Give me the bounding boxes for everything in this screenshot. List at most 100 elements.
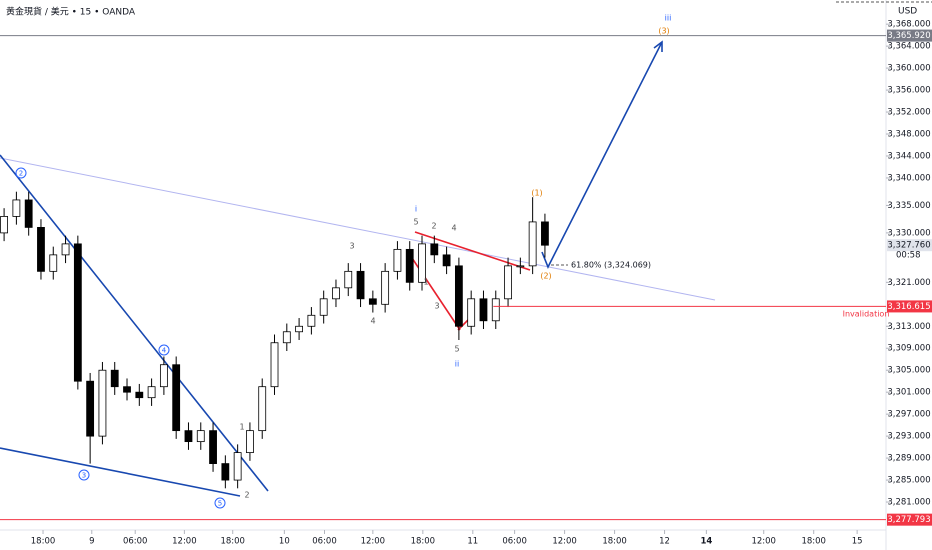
candle-body xyxy=(110,369,119,388)
candle-body xyxy=(24,199,33,228)
candle-body xyxy=(12,199,21,217)
wave-label: 4 xyxy=(451,224,456,233)
y-tick-label: 3,281.000 xyxy=(887,498,930,508)
currency: USD xyxy=(898,7,917,17)
candle-body xyxy=(123,386,131,393)
candle-body xyxy=(479,298,488,322)
x-tick-label: 12:00 xyxy=(172,537,197,547)
wave-circle xyxy=(78,469,90,481)
wave-label: 3 xyxy=(82,472,86,480)
x-tick-label: 06:00 xyxy=(312,537,337,547)
y-tick-label: 3,289.000 xyxy=(887,454,930,464)
y-tick-label: 3,352.000 xyxy=(887,108,930,118)
candle-body xyxy=(196,430,205,443)
y-tick-label: 3,285.000 xyxy=(887,476,930,486)
wave-label: 2 xyxy=(431,222,436,231)
wave-label: 3 xyxy=(349,242,354,251)
y-tick-label: 3,368.000 xyxy=(887,20,930,30)
candle-body xyxy=(381,270,390,305)
candle-body xyxy=(135,391,144,399)
candle-body xyxy=(246,430,254,454)
wave-label: 1 xyxy=(239,423,244,432)
trendline xyxy=(0,447,241,497)
x-tick-label: 06:00 xyxy=(123,537,148,547)
candle-body xyxy=(184,430,193,443)
candle-body xyxy=(356,270,365,300)
candle-body xyxy=(332,287,340,300)
x-tick-label: 12 xyxy=(659,537,670,547)
wave-label: (3) xyxy=(658,27,669,36)
y-tick-label: 3,321.000 xyxy=(887,278,930,288)
candle-body xyxy=(61,243,70,256)
candle-body xyxy=(86,380,95,437)
wave-label: Invalidation xyxy=(843,310,890,319)
wave-label: 5 xyxy=(454,345,459,354)
y-tick-label: 3,335.000 xyxy=(887,201,930,211)
x-tick-label: 11 xyxy=(467,537,478,547)
price-label: 3,316.615 xyxy=(887,302,930,312)
x-tick-label: 18:00 xyxy=(801,537,826,547)
candle-body xyxy=(405,248,414,283)
wave-label: ii xyxy=(455,360,459,369)
candle-body xyxy=(172,364,181,432)
drawings xyxy=(0,40,716,497)
price-label: 3,365.920 xyxy=(887,31,930,41)
candle-body xyxy=(504,265,512,300)
candle-body xyxy=(442,254,451,267)
wave-circle xyxy=(15,167,27,179)
candle-body xyxy=(98,369,107,437)
x-tick-label: 12:00 xyxy=(751,537,776,547)
candle-body xyxy=(159,364,168,388)
wave-label: 5 xyxy=(218,500,222,508)
candle-body xyxy=(430,243,439,256)
y-tick-label: 3,356.000 xyxy=(887,86,930,96)
x-tick-label: 18:00 xyxy=(220,537,245,547)
y-tick-label: 3,330.000 xyxy=(887,228,930,238)
wave-label: 2 xyxy=(244,491,249,500)
wave-label: 1 xyxy=(423,278,428,287)
price-label-box xyxy=(887,300,932,313)
wave-label: i xyxy=(415,205,417,214)
price-label-box xyxy=(887,239,932,252)
wave-label: 3 xyxy=(434,302,439,311)
x-tick-label: 12:00 xyxy=(552,537,577,547)
y-tick-label: 3,309.000 xyxy=(887,344,930,354)
candle-body xyxy=(0,216,8,234)
y-tick-label: 3,293.000 xyxy=(887,432,930,442)
y-tick-label: 3,344.000 xyxy=(887,151,930,161)
countdown: 00:58 xyxy=(896,251,921,261)
candle-body xyxy=(368,298,377,305)
candle-body xyxy=(467,298,476,327)
wave-circle xyxy=(214,497,226,509)
price-label-box xyxy=(887,513,932,526)
y-tick-label: 3,348.000 xyxy=(887,130,930,140)
price-label: 3,277.793 xyxy=(887,515,930,525)
wave-label: (1) xyxy=(531,189,542,198)
candle-body xyxy=(319,298,328,316)
candle-body xyxy=(307,314,316,327)
wave-label: 5 xyxy=(413,218,418,227)
y-tick-label: 3,340.000 xyxy=(887,173,930,183)
fib-label: 61.80% (3,324.069) xyxy=(571,261,651,270)
wave-label: iii xyxy=(665,14,672,23)
candle-body xyxy=(221,463,230,481)
x-tick-label: 06:00 xyxy=(502,537,527,547)
candle-body xyxy=(73,243,82,382)
candle-body xyxy=(37,227,45,272)
x-tick-label: 12:00 xyxy=(361,537,386,547)
x-tick-label: 18:00 xyxy=(31,537,56,547)
candle-body xyxy=(270,342,279,388)
price-label-box xyxy=(887,29,932,42)
y-tick-label: 3,301.000 xyxy=(887,388,930,398)
candle-body xyxy=(418,243,426,283)
candle-body xyxy=(233,452,242,481)
candle-body xyxy=(344,270,353,289)
x-tick-label: 9 xyxy=(89,537,94,547)
y-tick-label: 3,360.000 xyxy=(887,64,930,74)
wave-label: 2 xyxy=(19,170,23,178)
wave-label: (2) xyxy=(540,272,551,281)
candle-body xyxy=(258,386,267,432)
candle-body xyxy=(282,331,291,344)
